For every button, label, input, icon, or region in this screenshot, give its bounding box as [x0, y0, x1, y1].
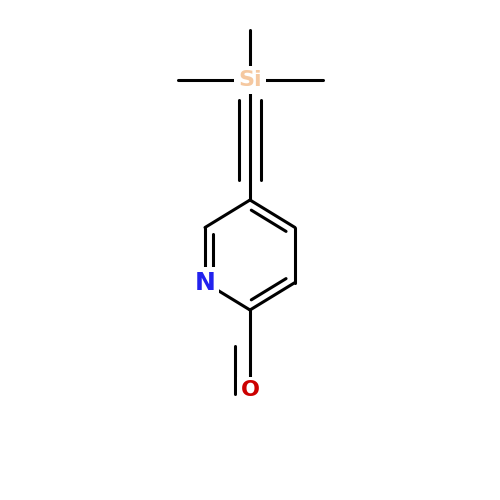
Text: O: O [240, 380, 260, 400]
Text: N: N [194, 270, 216, 294]
Text: Si: Si [238, 70, 262, 90]
